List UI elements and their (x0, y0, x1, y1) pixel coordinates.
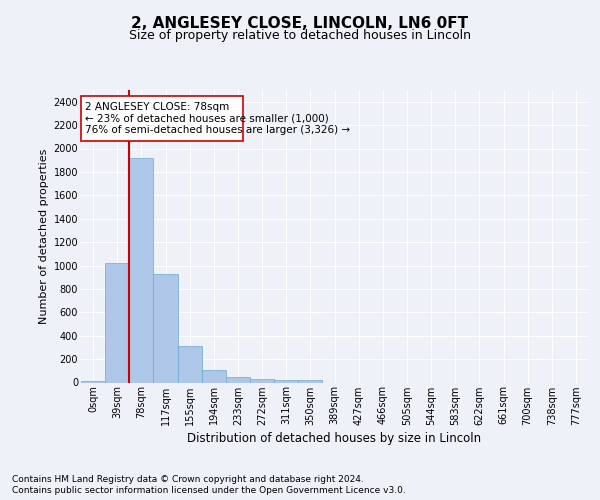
Bar (298, 380, 322, 382)
Bar (274, 380, 298, 382)
Bar (178, 346, 202, 383)
Text: 2 ANGLESEY CLOSE: 78sqm
← 23% of detached houses are smaller (1,000)
76% of semi: 2 ANGLESEY CLOSE: 78sqm ← 23% of detache… (85, 102, 350, 136)
Bar (105, 263, 129, 382)
Bar (154, 274, 178, 382)
Bar (129, 158, 154, 382)
Bar (226, 376, 250, 382)
Bar (81, 380, 105, 382)
Text: 2, ANGLESEY CLOSE, LINCOLN, LN6 0FT: 2, ANGLESEY CLOSE, LINCOLN, LN6 0FT (131, 16, 469, 31)
FancyBboxPatch shape (82, 96, 243, 142)
Text: Size of property relative to detached houses in Lincoln: Size of property relative to detached ho… (129, 29, 471, 42)
Text: Contains public sector information licensed under the Open Government Licence v3: Contains public sector information licen… (12, 486, 406, 495)
Y-axis label: Number of detached properties: Number of detached properties (40, 148, 49, 324)
Bar (202, 370, 226, 382)
X-axis label: Distribution of detached houses by size in Lincoln: Distribution of detached houses by size … (187, 432, 482, 444)
Bar (250, 379, 274, 382)
Text: Contains HM Land Registry data © Crown copyright and database right 2024.: Contains HM Land Registry data © Crown c… (12, 474, 364, 484)
